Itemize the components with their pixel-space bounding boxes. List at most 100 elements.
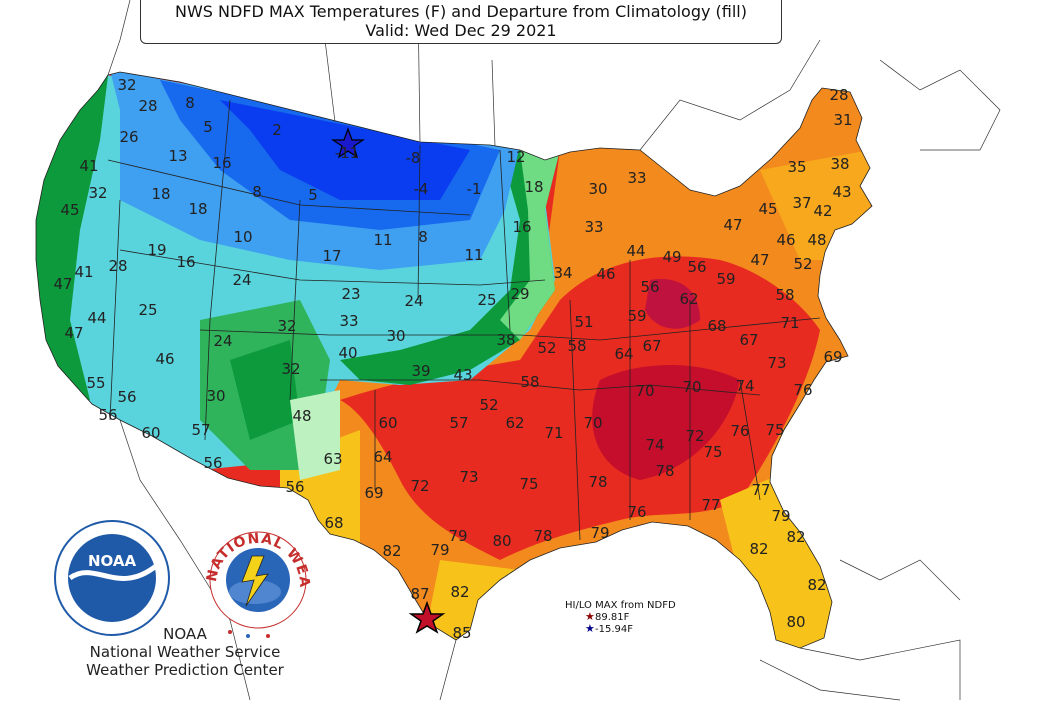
temperature-value: 16 — [176, 253, 195, 271]
temperature-value: 45 — [758, 200, 777, 218]
temperature-value: 42 — [813, 202, 832, 220]
temperature-value: 75 — [703, 443, 722, 461]
temperature-value: 57 — [191, 421, 210, 439]
temperature-value: 78 — [655, 462, 674, 480]
temperature-value: 44 — [626, 242, 645, 260]
title-line2: Valid: Wed Dec 29 2021 — [365, 21, 557, 40]
temperature-value: 58 — [775, 286, 794, 304]
temperature-value: -8 — [406, 149, 421, 167]
temperature-value: 76 — [627, 503, 646, 521]
temperature-value: 78 — [533, 527, 552, 545]
temperature-value: 80 — [492, 532, 511, 550]
temperature-value: 32 — [117, 76, 136, 94]
temperature-value: 77 — [751, 481, 770, 499]
temperature-value: 64 — [614, 345, 633, 363]
temperature-value: 47 — [53, 275, 72, 293]
temperature-value: 30 — [588, 180, 607, 198]
temperature-value: 30 — [386, 327, 405, 345]
temperature-value: 79 — [771, 507, 790, 525]
temperature-value: 52 — [793, 255, 812, 273]
temperature-value: 46 — [155, 350, 174, 368]
temperature-value: 26 — [119, 128, 138, 146]
temperature-value: 56 — [117, 388, 136, 406]
temperature-value: 32 — [281, 360, 300, 378]
temperature-value: 75 — [519, 475, 538, 493]
temperature-value: 68 — [707, 317, 726, 335]
legend-hi-star-icon: ★ — [585, 610, 595, 623]
legend-title: HI/LO MAX from NDFD — [565, 600, 676, 611]
temperature-value: 8 — [418, 228, 428, 246]
temperature-value: 29 — [510, 285, 529, 303]
temperature-value: 60 — [378, 414, 397, 432]
temperature-value: 68 — [324, 514, 343, 532]
temperature-value: 24 — [213, 332, 232, 350]
lo-star-icon — [331, 127, 365, 159]
legend-hi-row: ★ 89.81F — [555, 610, 695, 624]
temperature-value: 17 — [322, 247, 341, 265]
credit-line1: National Weather Service — [89, 643, 281, 661]
temperature-value: 67 — [642, 337, 661, 355]
temperature-value: 25 — [477, 291, 496, 309]
temperature-value: 47 — [64, 324, 83, 342]
map-title: NWS NDFD MAX Temperatures (F) and Depart… — [140, 0, 782, 44]
temperature-value: 70 — [583, 414, 602, 432]
temperature-value: 63 — [323, 450, 342, 468]
temperature-value: 67 — [739, 331, 758, 349]
temperature-value: 38 — [496, 331, 515, 349]
temperature-value: 28 — [108, 257, 127, 275]
temperature-value: -11 — [335, 144, 360, 162]
temperature-value: 37 — [792, 194, 811, 212]
temperature-value: 79 — [430, 541, 449, 559]
temperature-value: 48 — [807, 231, 826, 249]
temperature-value: 62 — [505, 414, 524, 432]
temperature-value: 71 — [780, 314, 799, 332]
temperature-value: 13 — [168, 147, 187, 165]
temperature-value: 73 — [767, 354, 786, 372]
temperature-value: 82 — [450, 583, 469, 601]
temperature-value: 85 — [452, 624, 471, 642]
temperature-value: 11 — [373, 231, 392, 249]
temperature-value: 34 — [553, 264, 572, 282]
legend-lo-row: ★ -15.94F — [555, 622, 695, 636]
temperature-value: 35 — [787, 158, 806, 176]
credit-line2: Weather Prediction Center — [86, 661, 284, 679]
temperature-value: 28 — [138, 97, 157, 115]
legend-lo-star-icon: ★ — [585, 622, 595, 635]
temperature-value: 74 — [645, 436, 664, 454]
temperature-value: 78 — [588, 473, 607, 491]
temperature-value: 19 — [147, 241, 166, 259]
temperature-value: 46 — [596, 265, 615, 283]
temperature-value: 8 — [252, 183, 262, 201]
temperature-value: 80 — [786, 613, 805, 631]
credit-agency: NOAA — [163, 625, 207, 643]
noaa-logo-text: NOAA — [88, 552, 137, 570]
temperature-value: 16 — [212, 154, 231, 172]
temperature-value: 69 — [364, 484, 383, 502]
temperature-value: 43 — [453, 366, 472, 384]
temperature-value: 72 — [410, 477, 429, 495]
temperature-value: 71 — [544, 424, 563, 442]
temperature-value: 38 — [830, 155, 849, 173]
legend-hi-value: 89.81F — [595, 612, 630, 623]
temperature-value: 51 — [574, 313, 593, 331]
temperature-value: 18 — [524, 178, 543, 196]
temperature-value: 79 — [590, 524, 609, 542]
temperature-value: 70 — [635, 382, 654, 400]
temperature-value: 47 — [723, 216, 742, 234]
temperature-value: 10 — [233, 228, 252, 246]
temperature-value: 32 — [277, 317, 296, 335]
temperature-value: 31 — [833, 111, 852, 129]
temperature-value: 33 — [627, 169, 646, 187]
temperature-value: 59 — [627, 307, 646, 325]
temperature-value: 64 — [373, 448, 392, 466]
temperature-value: 41 — [79, 157, 98, 175]
temperature-value: 82 — [807, 576, 826, 594]
temperature-value: 56 — [98, 406, 117, 424]
temperature-value: 60 — [141, 424, 160, 442]
temperature-value: 79 — [448, 527, 467, 545]
temperature-value: 69 — [823, 348, 842, 366]
temperature-value: 23 — [341, 285, 360, 303]
temperature-value: 40 — [338, 344, 357, 362]
temperature-value: 11 — [464, 246, 483, 264]
temperature-value: 24 — [232, 271, 251, 289]
